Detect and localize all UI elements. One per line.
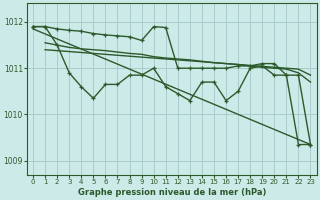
X-axis label: Graphe pression niveau de la mer (hPa): Graphe pression niveau de la mer (hPa) <box>77 188 266 197</box>
